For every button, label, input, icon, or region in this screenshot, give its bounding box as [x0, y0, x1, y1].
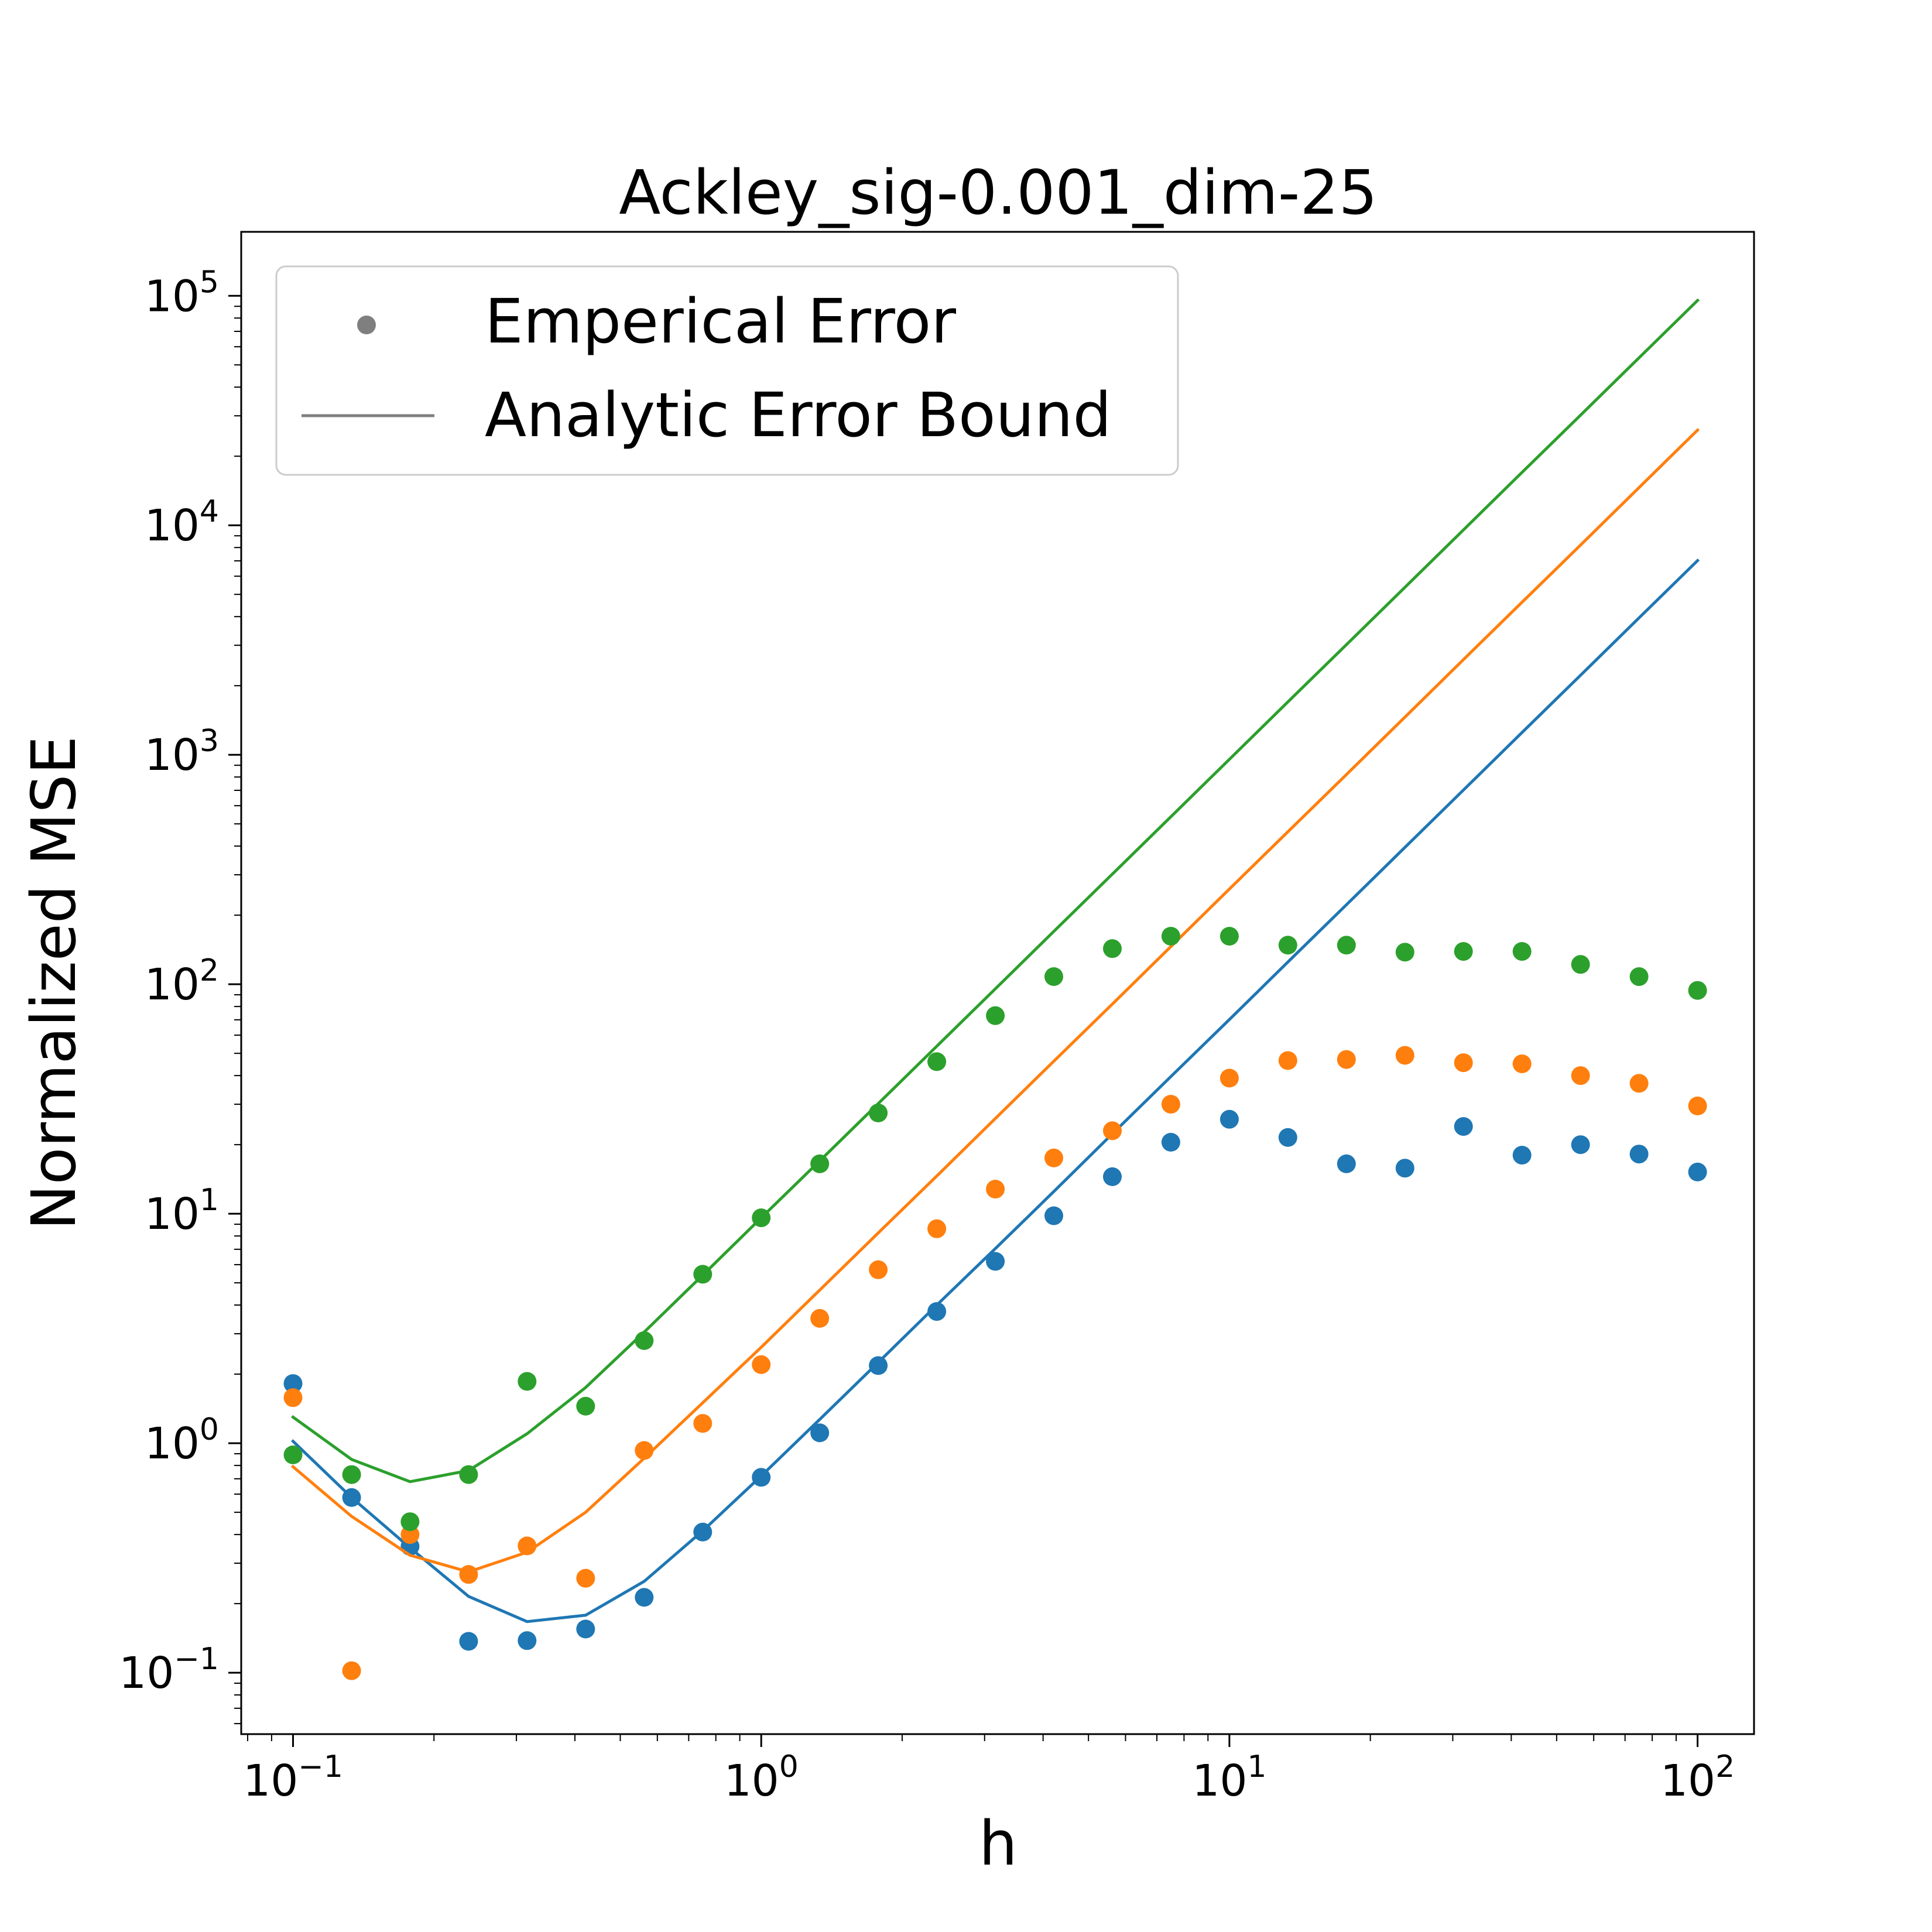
- empirical-point-1-11: [927, 1219, 947, 1238]
- empirical-point-0-3: [459, 1632, 478, 1651]
- y-tick-label-6: 105: [145, 265, 219, 321]
- empirical-point-0-10: [869, 1356, 888, 1375]
- y-tick-label-0: 10−1: [119, 1642, 219, 1698]
- empirical-point-2-15: [1161, 927, 1180, 946]
- empirical-point-1-6: [635, 1441, 654, 1460]
- empirical-point-2-3: [459, 1465, 478, 1484]
- x-tick-label-0: 10−1: [243, 1749, 343, 1806]
- empirical-point-2-24: [1688, 981, 1707, 1000]
- empirical-point-0-4: [518, 1631, 537, 1650]
- empirical-point-0-13: [1044, 1206, 1063, 1225]
- empirical-point-0-19: [1395, 1159, 1414, 1178]
- empirical-point-0-9: [810, 1423, 830, 1443]
- empirical-point-0-5: [576, 1619, 595, 1639]
- empirical-point-1-12: [986, 1180, 1005, 1199]
- empirical-point-2-4: [518, 1372, 537, 1391]
- empirical-point-1-17: [1278, 1051, 1297, 1070]
- empirical-point-1-18: [1337, 1050, 1356, 1069]
- empirical-point-0-16: [1220, 1109, 1239, 1129]
- empirical-point-0-20: [1454, 1117, 1473, 1136]
- empirical-point-1-0: [283, 1388, 303, 1407]
- legend-marker-empirical: [357, 316, 376, 334]
- empirical-point-1-16: [1220, 1068, 1239, 1088]
- empirical-point-0-21: [1512, 1146, 1532, 1165]
- empirical-point-0-7: [693, 1522, 712, 1542]
- empirical-point-2-10: [869, 1104, 888, 1122]
- empirical-point-1-2: [400, 1525, 420, 1544]
- empirical-point-0-6: [635, 1588, 654, 1607]
- plot-frame: [240, 231, 1755, 1735]
- empirical-point-1-23: [1629, 1074, 1649, 1093]
- legend-label-empirical: Emperical Error: [485, 286, 956, 357]
- empirical-point-1-4: [518, 1536, 537, 1556]
- empirical-point-0-14: [1103, 1167, 1122, 1186]
- x-axis-label: h: [979, 1808, 1018, 1879]
- empirical-point-1-15: [1161, 1095, 1180, 1114]
- empirical-point-1-13: [1044, 1148, 1063, 1167]
- empirical-point-1-21: [1512, 1054, 1532, 1074]
- legend: Emperical Error Analytic Error Bound: [275, 265, 1179, 476]
- empirical-point-0-17: [1278, 1128, 1297, 1147]
- empirical-point-1-14: [1103, 1121, 1122, 1140]
- empirical-point-0-24: [1688, 1162, 1707, 1181]
- series-layer: [283, 298, 1707, 1680]
- empirical-point-2-12: [986, 1006, 1005, 1025]
- y-axis-label: Normalized MSE: [18, 736, 90, 1230]
- empirical-point-1-8: [752, 1355, 771, 1374]
- empirical-point-2-1: [342, 1465, 361, 1484]
- empirical-point-2-11: [927, 1052, 947, 1071]
- y-tick-label-4: 103: [145, 724, 219, 780]
- empirical-point-1-19: [1395, 1046, 1414, 1065]
- analytic-bound-line-0: [290, 558, 1700, 1623]
- empirical-point-2-18: [1337, 936, 1356, 955]
- empirical-point-1-10: [869, 1260, 888, 1279]
- empirical-point-2-16: [1220, 927, 1239, 946]
- empirical-point-1-5: [576, 1568, 595, 1588]
- empirical-point-1-3: [459, 1565, 478, 1584]
- empirical-point-2-8: [752, 1208, 771, 1228]
- empirical-point-0-23: [1629, 1145, 1649, 1164]
- empirical-point-2-2: [400, 1512, 420, 1532]
- chart-title: Ackley_sig-0.001_dim-25: [619, 157, 1378, 228]
- empirical-point-2-23: [1629, 967, 1649, 986]
- empirical-point-2-22: [1571, 955, 1590, 974]
- empirical-point-2-14: [1103, 939, 1122, 958]
- empirical-point-0-8: [752, 1468, 771, 1487]
- empirical-point-0-11: [927, 1302, 947, 1321]
- y-tick-label-3: 102: [145, 953, 219, 1010]
- x-tick-label-3: 102: [1660, 1749, 1735, 1806]
- empirical-point-0-22: [1571, 1135, 1590, 1155]
- empirical-point-2-17: [1278, 936, 1297, 955]
- empirical-point-2-19: [1395, 943, 1414, 962]
- empirical-point-1-7: [693, 1414, 712, 1433]
- empirical-point-1-9: [810, 1308, 830, 1328]
- x-tick-label-1: 100: [724, 1749, 799, 1806]
- empirical-point-2-21: [1512, 942, 1532, 961]
- empirical-point-2-20: [1454, 942, 1473, 961]
- empirical-point-2-5: [576, 1396, 595, 1416]
- empirical-point-2-9: [810, 1154, 830, 1173]
- empirical-point-1-20: [1454, 1053, 1473, 1073]
- empirical-point-2-13: [1044, 967, 1063, 986]
- legend-box: [275, 265, 1179, 476]
- empirical-point-0-0: [283, 1374, 303, 1393]
- empirical-point-1-1: [342, 1661, 361, 1680]
- y-tick-label-1: 100: [145, 1412, 219, 1469]
- empirical-point-0-18: [1337, 1154, 1356, 1173]
- empirical-point-1-24: [1688, 1097, 1707, 1115]
- y-tick-label-2: 101: [145, 1183, 219, 1239]
- empirical-point-0-15: [1161, 1133, 1180, 1152]
- empirical-point-0-12: [986, 1252, 1005, 1271]
- empirical-point-0-1: [342, 1488, 361, 1507]
- empirical-point-2-6: [635, 1331, 654, 1350]
- empirical-point-2-0: [283, 1445, 303, 1464]
- empirical-point-2-7: [693, 1265, 712, 1284]
- tick-layer: 10−1 100 101 102 10−1 100 101 102 103 104 105: [119, 265, 1735, 1806]
- analytic-bound-line-2: [291, 298, 1700, 1484]
- legend-label-analytic: Analytic Error Bound: [485, 379, 1112, 451]
- x-tick-label-2: 101: [1192, 1749, 1266, 1806]
- empirical-point-1-22: [1571, 1066, 1590, 1085]
- y-tick-label-5: 104: [145, 494, 219, 551]
